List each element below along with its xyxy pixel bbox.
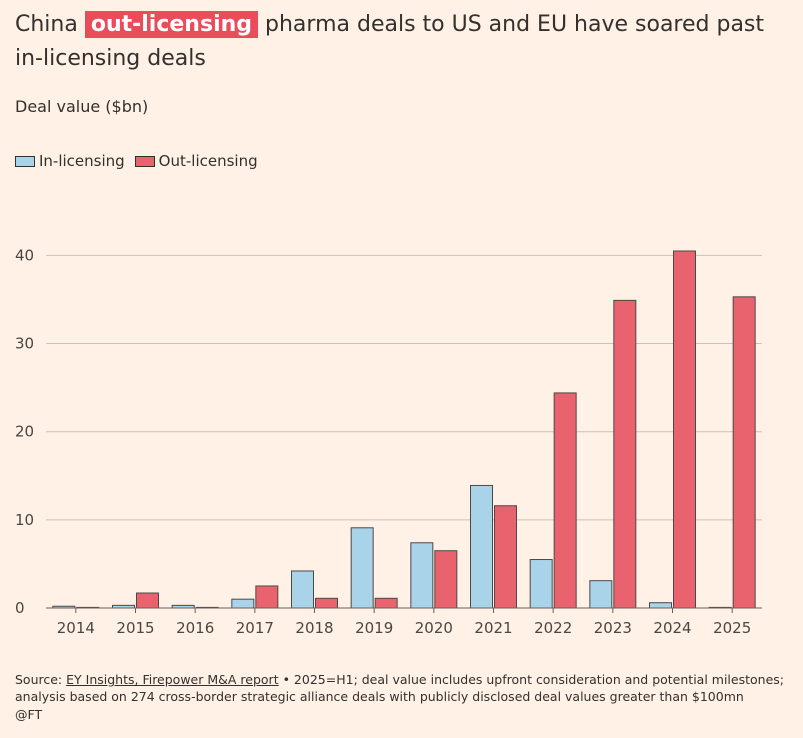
bar-out-licensing-2022 — [553, 392, 577, 609]
x-tick-label-2020: 2020 — [415, 619, 453, 637]
ft-credit: @FT — [15, 707, 43, 722]
y-tick-label-10: 10 — [15, 511, 34, 529]
bar-in-licensing-2023 — [589, 580, 613, 609]
legend: In-licensing Out-licensing — [15, 152, 268, 170]
bar-in-licensing-2024 — [649, 602, 672, 609]
title-suffix: pharma deals to US and EU have soared pa… — [15, 12, 765, 71]
y-tick-label-30: 30 — [15, 335, 34, 353]
bar-out-licensing-2025 — [732, 296, 756, 609]
bar-out-licensing-2020 — [434, 550, 458, 609]
source-text: • 2025=H1; deal value includes upfront c… — [15, 672, 784, 704]
bar-out-licensing-2024 — [673, 250, 696, 609]
legend-label-out-licensing: Out-licensing — [158, 152, 258, 170]
title-prefix: China — [15, 12, 85, 37]
x-tick-label-2017: 2017 — [236, 619, 274, 637]
bar-out-licensing-2023 — [613, 299, 637, 609]
bar-out-licensing-2015 — [136, 592, 159, 609]
bar-in-licensing-2019 — [350, 527, 374, 609]
bar-out-licensing-2018 — [315, 597, 338, 609]
bar-in-licensing-2021 — [470, 484, 493, 609]
legend-item-out-licensing: Out-licensing — [134, 152, 258, 170]
bar-in-licensing-2017 — [231, 598, 255, 609]
y-tick-label-40: 40 — [15, 246, 34, 264]
bar-out-licensing-2019 — [374, 597, 398, 609]
x-tick-label-2015: 2015 — [116, 619, 154, 637]
x-tick-label-2023: 2023 — [594, 619, 632, 637]
bar-in-licensing-2022 — [529, 559, 553, 609]
x-tick-label-2022: 2022 — [534, 619, 572, 637]
bar-in-licensing-2020 — [410, 542, 434, 609]
legend-swatch-in-licensing — [15, 155, 35, 167]
x-tick-label-2018: 2018 — [295, 619, 333, 637]
bar-out-licensing-2021 — [494, 505, 517, 609]
x-tick-label-2021: 2021 — [474, 619, 512, 637]
y-tick-label-20: 20 — [15, 423, 34, 441]
source-link[interactable]: EY Insights, Firepower M&A report — [66, 672, 279, 687]
source-note: Source: EY Insights, Firepower M&A repor… — [15, 671, 795, 705]
title-highlight: out-licensing — [84, 11, 259, 38]
x-tick-label-2024: 2024 — [653, 619, 691, 637]
legend-item-in-licensing: In-licensing — [15, 152, 125, 170]
bar-in-licensing-2018 — [291, 570, 314, 609]
source-prefix: Source: — [15, 672, 67, 687]
y-axis-label: Deal value ($bn) — [15, 97, 149, 116]
x-tick-label-2019: 2019 — [355, 619, 393, 637]
x-tick-label-2016: 2016 — [176, 619, 214, 637]
bar-out-licensing-2017 — [255, 585, 279, 609]
y-tick-label-0: 0 — [15, 599, 25, 617]
chart-title: China out-licensing pharma deals to US a… — [15, 8, 785, 76]
x-tick-label-2025: 2025 — [713, 619, 751, 637]
x-tick-label-2014: 2014 — [57, 619, 95, 637]
bar-chart: 0 10 20 30 40 2014 2015 2016 2017 2018 2019 2020 202… — [15, 246, 762, 637]
legend-label-in-licensing: In-licensing — [39, 152, 125, 170]
legend-swatch-out-licensing — [134, 155, 155, 167]
